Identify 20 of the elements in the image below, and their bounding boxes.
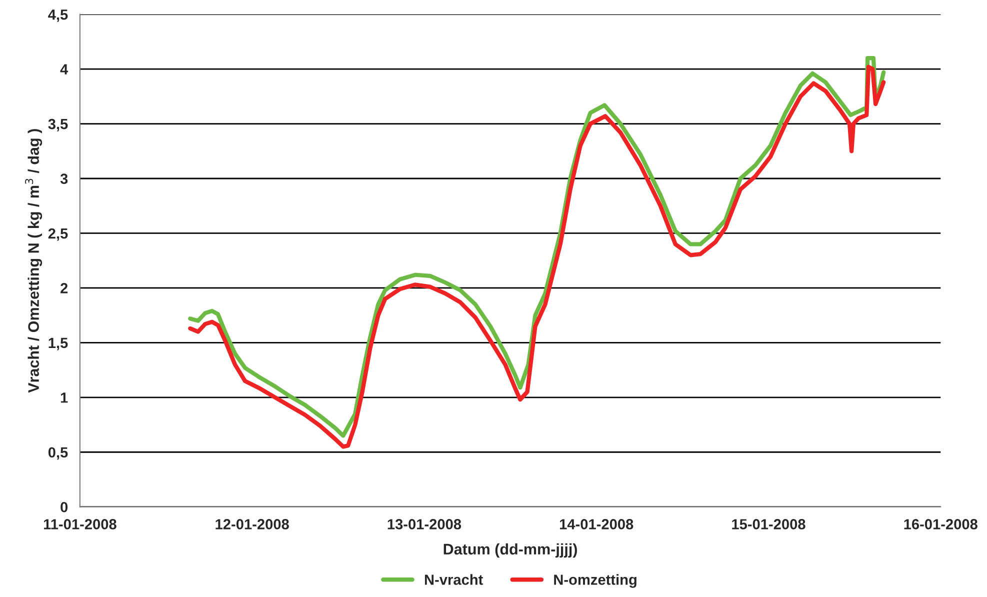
y-tick-label: 4 (60, 64, 68, 74)
y-tick-label: 1 (60, 392, 68, 403)
x-tick-label: 11-01-2008 (44, 519, 116, 530)
y-tick-label: 4,5 (48, 10, 68, 22)
y-tick-label: 3 (60, 174, 68, 184)
x-tick-label: 12-01-2008 (216, 519, 289, 530)
y-tick-label: 0,5 (48, 447, 68, 460)
y-tick-label: 0 (60, 502, 68, 512)
x-tick-label: 15-01-2008 (732, 519, 806, 530)
y-axis-title: Vracht / Omzetting N ( kg / m$^{3}$ / dag ) (25, 129, 42, 393)
legend-label: N-omzetting (554, 574, 636, 588)
x-tick-label: 16-01-2008 (904, 519, 978, 530)
y-tick-label: 2 (60, 283, 68, 294)
y-tick-label: 2,5 (48, 228, 68, 241)
x-tick-label: 13-01-2008 (388, 519, 462, 530)
y-tick-label: 3,5 (48, 118, 68, 132)
y-tick-label: 1,5 (48, 338, 68, 350)
x-axis-title: Datum (dd-mm-jjjj) (444, 543, 577, 558)
x-tick-label: 14-01-2008 (560, 519, 634, 530)
legend-label: N-vracht (424, 574, 483, 585)
